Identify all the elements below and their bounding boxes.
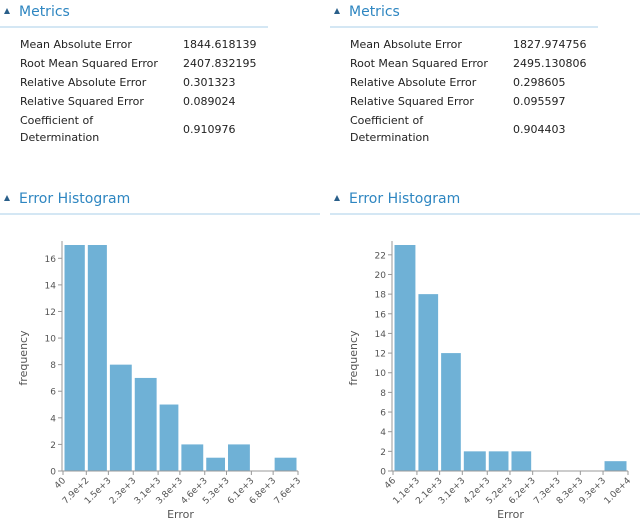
y-tick-label: 22	[375, 251, 386, 261]
y-tick-label: 4	[380, 428, 386, 438]
metric-value: 0.904403	[513, 122, 566, 136]
metric-value: 2495.130806	[513, 57, 587, 70]
y-tick-label: 14	[375, 330, 387, 340]
metric-row: Mean Absolute Error 1844.618139	[20, 36, 256, 53]
y-tick-label: 2	[380, 448, 386, 458]
metric-value: 0.089024	[183, 95, 236, 108]
metric-label: Coefficient of Determination	[20, 114, 100, 144]
x-tick-label: 40	[53, 476, 68, 491]
bar	[134, 377, 157, 471]
bar	[159, 404, 179, 471]
metric-label: Coefficient of Determination	[350, 114, 430, 144]
bar	[604, 461, 627, 471]
collapse-icon	[4, 8, 10, 14]
metric-row: Coefficient of Determination 0.904403	[350, 112, 586, 146]
y-tick-label: 6	[50, 388, 56, 398]
section-title: Error Histogram	[19, 191, 130, 207]
x-tick-label: 1.0e+4	[603, 476, 634, 507]
metric-label: Root Mean Squared Error	[20, 57, 158, 70]
collapse-icon	[334, 8, 340, 14]
metric-row: Relative Squared Error 0.095597	[350, 93, 586, 110]
bar	[206, 457, 226, 471]
collapse-icon	[4, 195, 10, 201]
metric-row: Root Mean Squared Error 2495.130806	[350, 55, 586, 72]
metric-row: Relative Absolute Error 0.298605	[350, 74, 586, 91]
y-tick-label: 8	[50, 361, 56, 371]
metric-row: Mean Absolute Error 1827.974756	[350, 36, 586, 53]
bar	[228, 444, 250, 471]
metric-label: Relative Squared Error	[20, 95, 144, 108]
metric-label: Relative Absolute Error	[20, 76, 147, 89]
x-tick-label: 7.6e+3	[273, 476, 303, 506]
y-tick-label: 0	[50, 468, 56, 478]
metric-label: Mean Absolute Error	[20, 38, 132, 51]
metric-label: Relative Squared Error	[350, 95, 474, 108]
metrics-table: Mean Absolute Error 1827.974756 Root Mean …	[350, 36, 586, 146]
metric-value: 0.095597	[513, 95, 566, 108]
metric-value: 1844.618139	[183, 38, 257, 51]
y-tick-label: 10	[45, 335, 57, 345]
bar	[109, 364, 132, 471]
bar	[418, 294, 439, 471]
metric-label: Mean Absolute Error	[350, 38, 462, 51]
metric-value: 0.298605	[513, 76, 566, 89]
x-tick-label: 46	[383, 476, 398, 491]
metric-label: Root Mean Squared Error	[350, 57, 488, 70]
y-tick-label: 12	[375, 350, 386, 360]
metric-row: Root Mean Squared Error 2407.832195	[20, 55, 256, 72]
section-title: Metrics	[349, 4, 400, 20]
metric-row: Coefficient of Determination 0.910976	[20, 112, 256, 146]
y-tick-label: 4	[50, 414, 56, 424]
bar	[64, 245, 85, 471]
y-tick-label: 18	[375, 291, 387, 301]
y-tick-label: 14	[45, 281, 57, 291]
bar	[511, 451, 532, 471]
bar	[87, 245, 107, 471]
metric-label: Relative Absolute Error	[350, 76, 477, 89]
metric-row: Relative Absolute Error 0.301323	[20, 74, 256, 91]
y-tick-label: 8	[380, 389, 386, 399]
section-title: Error Histogram	[349, 191, 460, 207]
y-tick-label: 12	[45, 308, 56, 318]
y-tick-label: 6	[380, 409, 386, 419]
metrics-table: Mean Absolute Error 1844.618139 Root Mean …	[20, 36, 256, 146]
bar	[463, 451, 486, 471]
y-tick-label: 2	[50, 441, 56, 451]
bar	[394, 245, 416, 471]
x-tick-label: 2.3e+3	[108, 476, 138, 506]
bar	[488, 451, 509, 471]
y-tick-label: 0	[380, 468, 386, 478]
x-axis-label: Error	[497, 508, 524, 521]
y-tick-label: 20	[375, 271, 387, 281]
bar	[181, 444, 204, 471]
metric-value: 2407.832195	[183, 57, 257, 70]
bar	[274, 457, 297, 471]
y-axis-label: frequency	[17, 330, 30, 386]
x-axis-label: Error	[167, 508, 194, 521]
metric-value: 0.910976	[183, 122, 236, 136]
y-tick-label: 10	[375, 369, 387, 379]
metric-row: Relative Squared Error 0.089024	[20, 93, 256, 110]
section-title: Metrics	[19, 4, 70, 20]
y-axis-label: frequency	[347, 330, 360, 386]
y-tick-label: 16	[45, 255, 57, 265]
collapse-icon	[334, 195, 340, 201]
y-tick-label: 16	[375, 310, 387, 320]
metric-value: 1827.974756	[513, 38, 587, 51]
metric-value: 0.301323	[183, 76, 236, 89]
bar	[441, 353, 461, 471]
